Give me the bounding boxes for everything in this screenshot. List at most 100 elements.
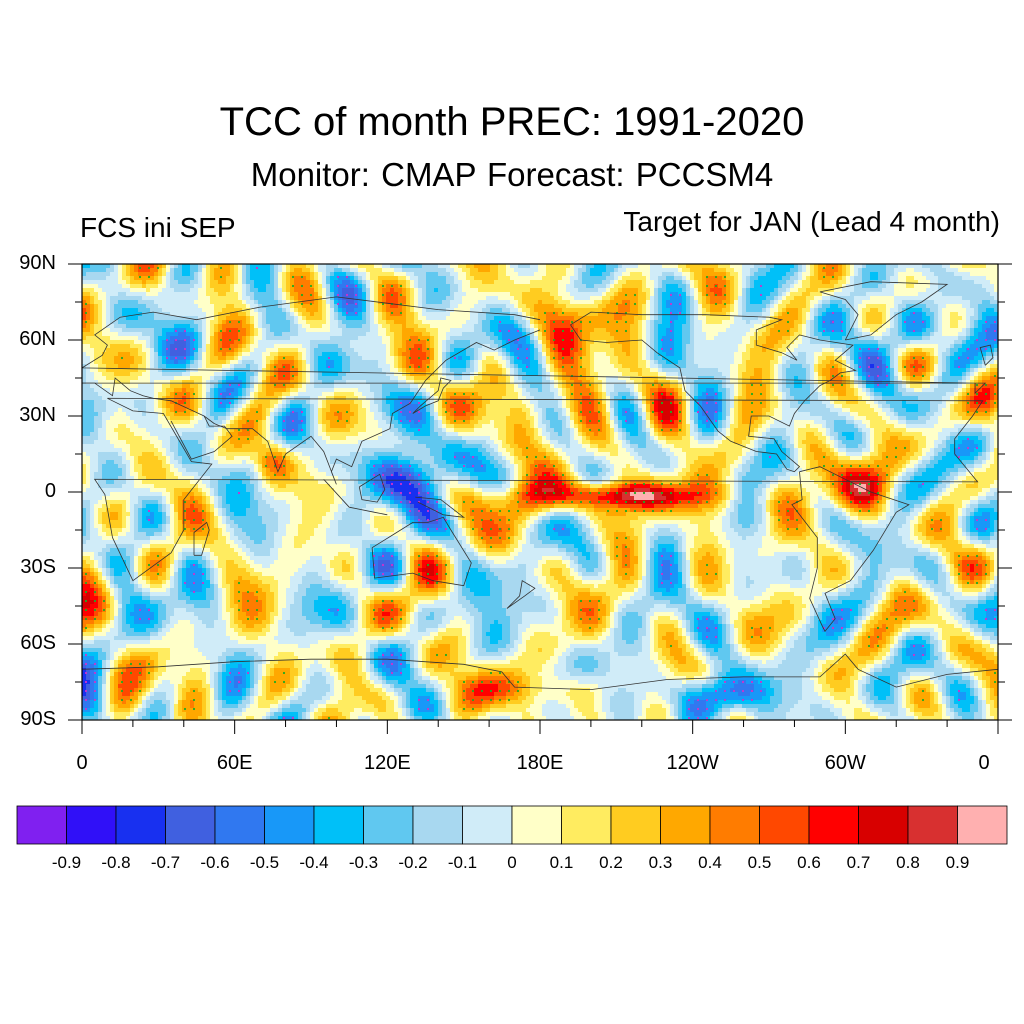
field-cell [158, 296, 163, 301]
field-cell [718, 288, 723, 293]
field-cell [250, 348, 255, 353]
field-cell [382, 296, 387, 301]
field-cell [626, 328, 631, 333]
field-cell [930, 304, 935, 309]
field-cell [322, 268, 327, 273]
field-cell [646, 316, 651, 321]
field-cell [662, 324, 667, 329]
field-cell [134, 300, 139, 305]
field-cell [138, 324, 143, 329]
field-cell [150, 336, 155, 341]
field-cell [106, 268, 111, 273]
field-cell [874, 316, 879, 321]
field-cell [850, 280, 855, 285]
field-cell [790, 328, 795, 333]
field-cell [854, 284, 859, 289]
field-cell [122, 332, 127, 337]
field-cell [266, 292, 271, 297]
field-cell [634, 348, 639, 353]
field-cell [162, 300, 167, 305]
field-cell [466, 336, 471, 341]
field-cell [346, 332, 351, 337]
field-cell [290, 332, 295, 337]
field-cell [806, 296, 811, 301]
field-cell [126, 336, 131, 341]
field-cell [254, 280, 259, 285]
field-cell [334, 304, 339, 309]
field-cell [306, 268, 311, 273]
field-cell [158, 276, 163, 281]
field-cell [974, 332, 979, 337]
field-cell [218, 288, 223, 293]
field-cell [470, 280, 475, 285]
field-cell [718, 268, 723, 273]
field-cell [86, 312, 91, 317]
field-cell [198, 316, 203, 321]
field-cell [698, 300, 703, 305]
field-cell [234, 344, 239, 349]
field-cell [886, 320, 891, 325]
field-cell [938, 340, 943, 345]
field-cell [618, 328, 623, 333]
field-cell [826, 308, 831, 313]
field-cell [330, 324, 335, 329]
field-cell [286, 284, 291, 289]
field-cell [86, 304, 91, 309]
field-cell [170, 280, 175, 285]
field-cell [266, 264, 271, 269]
field-cell [690, 304, 695, 309]
field-cell [230, 344, 235, 349]
field-cell [638, 328, 643, 333]
field-cell [422, 284, 427, 289]
field-cell [742, 264, 747, 269]
field-cell [154, 280, 159, 285]
field-cell [142, 264, 147, 269]
field-cell [630, 304, 635, 309]
field-cell [98, 344, 103, 349]
field-cell [970, 284, 975, 289]
field-cell [806, 312, 811, 317]
field-cell [522, 264, 527, 269]
field-cell [486, 336, 491, 341]
field-cell [958, 276, 963, 281]
field-cell [770, 264, 775, 269]
field-cell [294, 316, 299, 321]
field-cell [214, 304, 219, 309]
field-cell [446, 316, 451, 321]
field-cell [86, 308, 91, 313]
field-cell [974, 280, 979, 285]
field-cell [134, 308, 139, 313]
field-cell [462, 344, 467, 349]
field-cell [566, 308, 571, 313]
field-cell [170, 288, 175, 293]
field-cell [106, 280, 111, 285]
field-cell [782, 288, 787, 293]
field-cell [582, 304, 587, 309]
field-cell [834, 264, 839, 269]
field-cell [810, 284, 815, 289]
field-cell [250, 308, 255, 313]
field-cell [666, 280, 671, 285]
field-cell [402, 340, 407, 345]
field-cell [130, 340, 135, 345]
field-cell [82, 320, 87, 325]
field-cell [958, 284, 963, 289]
field-cell [802, 288, 807, 293]
field-cell [918, 292, 923, 297]
field-cell [778, 296, 783, 301]
field-cell [478, 344, 483, 349]
field-cell [782, 344, 787, 349]
field-cell [94, 280, 99, 285]
field-cell [90, 312, 95, 317]
field-cell [602, 308, 607, 313]
field-cell [414, 320, 419, 325]
field-cell [682, 320, 687, 325]
field-cell [530, 348, 535, 353]
field-cell [170, 336, 175, 341]
field-cell [302, 332, 307, 337]
field-cell [238, 300, 243, 305]
field-cell [170, 328, 175, 333]
field-cell [462, 288, 467, 293]
field-cell [362, 272, 367, 277]
field-cell [974, 288, 979, 293]
